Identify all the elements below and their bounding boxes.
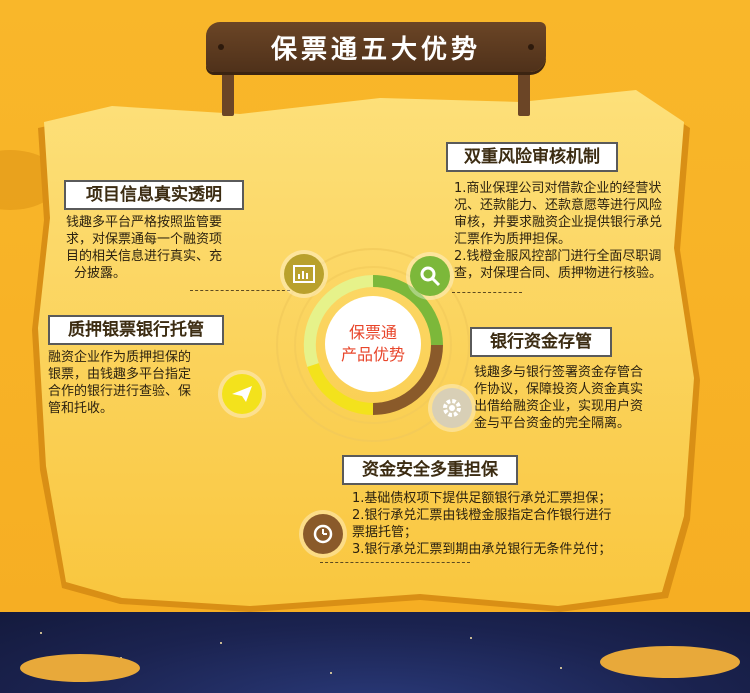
section-title-safety: 资金安全多重担保: [342, 455, 518, 485]
nail-icon: [528, 44, 534, 50]
connector-line: [320, 562, 470, 563]
page-title: 保票通五大优势: [270, 34, 481, 65]
section-text-collateral: 融资企业作为质押担保的 银票，由钱趣多平台指定 合作的银行进行查验、保 管和托收…: [48, 350, 192, 416]
board-post-left: [222, 68, 234, 116]
board-post-right: [518, 68, 530, 116]
section-text-custody: 钱趣多与银行签署资金存管合 作协议，保障投资人资金真实 出借给融资企业，实现用户…: [474, 365, 644, 431]
center-ring-graphic: [276, 248, 470, 442]
section-text-safety: 1.基础债权项下提供足额银行承兑汇票担保； 2.银行承兑汇票由钱橙金服指定合作银…: [352, 491, 612, 557]
section-text-transparency: 钱趣多平台严格按照监管要 求，对保票通每一个融资项 目的相关信息进行真实、充 分…: [66, 215, 223, 281]
center-line1: 保票通: [348, 323, 397, 342]
center-label: 保票通 产品优势: [325, 296, 421, 392]
section-title-custody: 银行资金存管: [470, 327, 612, 357]
title-board: 保票通五大优势: [206, 22, 546, 72]
connector-line: [190, 290, 290, 291]
connector-line: [452, 292, 522, 293]
gear-icon: [432, 388, 472, 428]
section-text-risk: 1.商业保理公司对借款企业的经营状 况、还款能力、还款意愿等进行风险 审核，并要…: [454, 181, 663, 281]
paper-plane-icon: [222, 374, 262, 414]
nail-icon: [218, 44, 224, 50]
section-title-collateral: 质押银票银行托管: [48, 315, 224, 345]
section-title-risk: 双重风险审核机制: [446, 142, 618, 172]
section-title-transparency: 项目信息真实透明: [64, 180, 244, 210]
bar-chart-icon: [284, 254, 324, 294]
clock-icon: [303, 514, 343, 554]
center-line2: 产品优势: [340, 345, 405, 364]
search-icon: [410, 256, 450, 296]
